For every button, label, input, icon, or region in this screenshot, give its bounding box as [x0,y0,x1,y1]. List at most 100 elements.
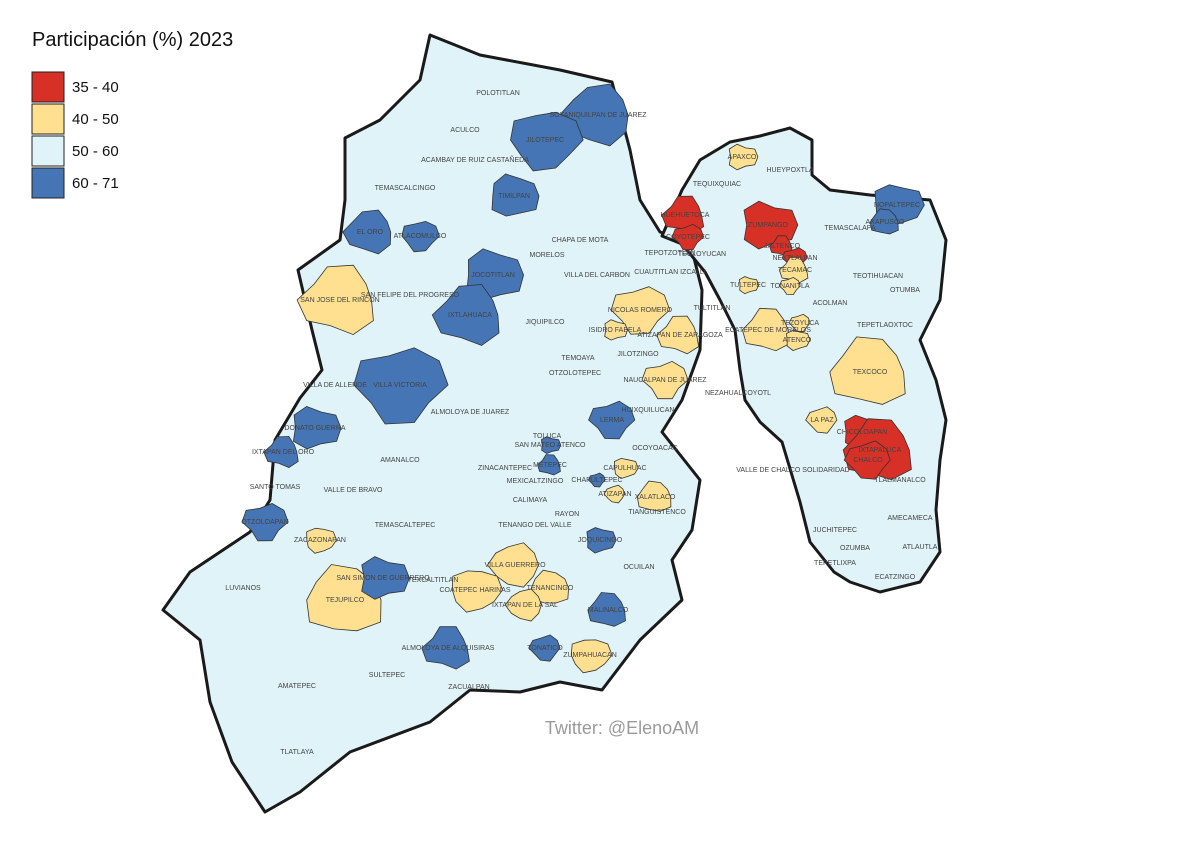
municipality-area [869,208,899,235]
municipality-label: CHICOLOAPAN [837,429,887,436]
municipality-label: TLATLAYA [280,749,314,756]
legend-swatch [31,167,65,199]
municipality-area [491,173,540,217]
municipality-label: LUVIANOS [225,585,261,592]
municipality-area [805,406,838,434]
municipality-label: TENANGO DEL VALLE [498,522,571,529]
municipality-area [778,256,809,284]
municipality-label: MORELOS [529,252,564,259]
municipality-area [306,527,337,554]
municipality-area [401,220,440,253]
municipality-label: EL ORO [357,229,384,236]
municipality-label: IXTAPAN DEL ORO [252,449,315,456]
municipality-area [296,264,374,336]
municipality-area [636,480,672,512]
municipality-area [671,223,705,251]
municipality-label: TEZOYUCA [781,320,819,327]
municipality-label: TEOLOYUCAN [678,251,726,258]
municipality-label: METEPEC [533,462,567,469]
municipality-label: TEQUIXQUIAC [693,181,741,188]
credit: Twitter: @ElenoAM [545,718,699,738]
municipality-label: TEMASCALCINGO [375,185,436,192]
municipality-label: OTZOLOTEPEC [549,370,601,377]
municipality-area [342,209,392,255]
municipality-label: OCOYOACAC [632,445,678,452]
municipality-label: COATEPEC HARINAS [439,587,510,594]
municipality-label: VILLA DEL CARBON [564,272,630,279]
municipality-label: CALIMAYA [513,497,548,504]
municipality-label: IXTAPAN DE LA SAL [492,602,558,609]
legend-swatch [31,103,65,135]
municipality-label: CUAUTITLAN IZCALLI [634,269,706,276]
municipality-area [738,276,760,295]
municipality-label: OTUMBA [890,287,920,294]
municipality-label: CHALCO [853,457,883,464]
legend-label: 40 - 50 [72,111,119,128]
municipality-label: NOPALTEPEC [874,202,920,209]
municipality-label: JILOTEPEC [526,137,564,144]
municipality-label: NICOLAS ROMERO [608,307,673,314]
municipality-label: TIMILPAN [498,193,530,200]
municipality-label: JUCHITEPEC [813,527,857,534]
municipality-label: TEPOTZOTLAN [645,250,696,257]
municipality-label: SAN MATEO ATENCO [515,442,586,449]
municipality-label: TEMOAYA [561,355,595,362]
municipality-label: JALTENCO [764,243,801,250]
municipality-label: TEPETLIXPA [814,560,856,567]
municipality-label: JIQUIPILCO [526,319,565,326]
municipality-label: TEXCALTITLAN [408,577,459,584]
legend-swatch [31,135,65,167]
municipality-label: ACOLMAN [813,300,848,307]
municipality-label: TEMASCALTEPEC [375,522,436,529]
municipality-label: OTZOLOAPAN [241,519,288,526]
municipality-label: HUEHUETOCA [661,212,710,219]
municipality-label: ATLAUTLA [903,544,938,551]
municipality-area [486,542,539,588]
municipality-label: MALINALCO [588,607,629,614]
municipality-label: SAN SIMON DE GUERRERO [336,575,430,582]
legend-swatch [31,71,65,103]
municipality-area [570,639,613,674]
legend-label: 60 - 71 [72,175,119,192]
municipality-label: ZACAZONAPAN [294,537,346,544]
municipality-label: VILLA GUERRERO [484,562,546,569]
municipality-label: VALLE DE BRAVO [324,487,383,494]
municipality-label: SANTO TOMAS [250,484,301,491]
municipality-area [537,454,561,476]
municipality-label: TENANCINGO [527,585,574,592]
municipality-area [728,143,759,171]
legend-label: 50 - 60 [72,143,119,160]
municipality-label: ATLACOMULCO [394,233,447,240]
municipality-label: JOCOTITLAN [471,272,515,279]
municipality-label: ECATZINGO [875,574,916,581]
municipality-label: TEMASCALAPA [824,225,876,232]
municipality-area [604,319,628,341]
municipality-label: COYOTEPEC [666,234,710,241]
municipality-label: ACULCO [450,127,480,134]
municipality-area [361,556,410,600]
municipality-label: SULTEPEC [369,672,405,679]
municipality-label: TEXCOCO [853,369,888,376]
municipality-label: ATIZAPAN DE ZARAGOZA [637,332,723,339]
municipality-area [540,436,562,455]
municipality-label: SAN JOSE DEL RINCON [300,297,379,304]
municipality-area [588,400,636,440]
municipality-label: ATIZAPAN [598,491,631,498]
municipality-area [504,588,542,622]
municipality-labels: HUEHUETOCA COYOTEPEC ZUMPANGO JALTENCO NEXTL… [225,90,937,756]
municipality-label: TONATICO [527,645,563,652]
municipality-label: TEOTIHUACAN [853,273,903,280]
municipality-label: LA PAZ [810,417,834,424]
municipality-label: HUEYPOXTLA [766,167,813,174]
municipality-area [510,111,584,172]
municipality-area [587,592,626,627]
municipality-label: JOQUICINGO [578,537,623,544]
municipality-label: TOLUCA [533,433,562,440]
municipality-label: ALMOLOYA DE JUAREZ [431,409,510,416]
municipality-area [586,527,617,554]
municipality-label: ZINACANTEPEC [478,465,532,472]
municipality-label: IXTAPALUCA [859,447,902,454]
municipality-label: ZUMPANGO [748,222,788,229]
